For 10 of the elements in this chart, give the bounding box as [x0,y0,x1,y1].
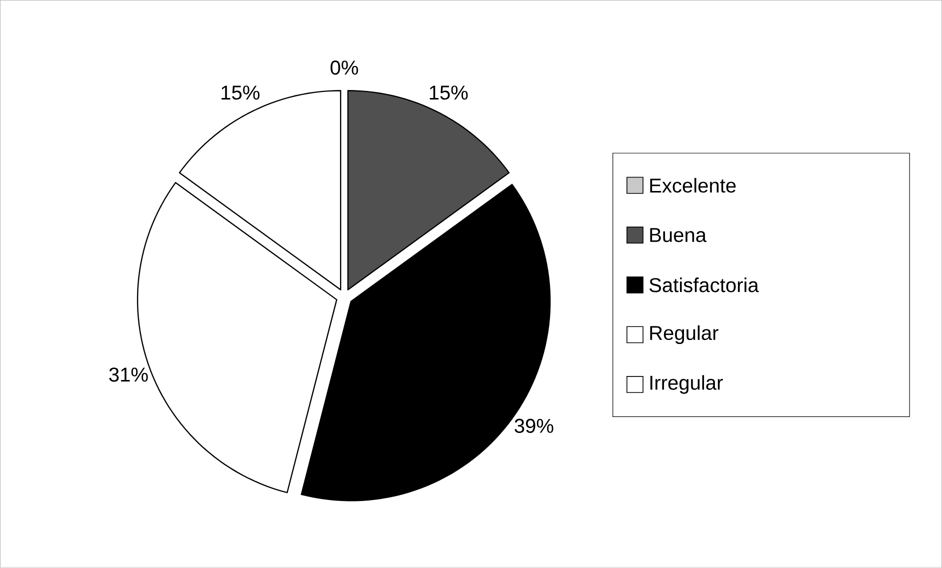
data-label: 31% [109,368,148,382]
data-label: 15% [222,86,260,100]
data-label: 39% [514,418,554,434]
text: 0% [330,60,358,75]
legend-label: Irregular [650,375,723,394]
legend-label: Excelente [650,178,736,193]
legend-label: Satisfactoria [649,278,759,292]
legend-label: Buena [650,228,707,242]
data-label: 15% [430,86,468,100]
legend-label: Regular [650,325,718,344]
